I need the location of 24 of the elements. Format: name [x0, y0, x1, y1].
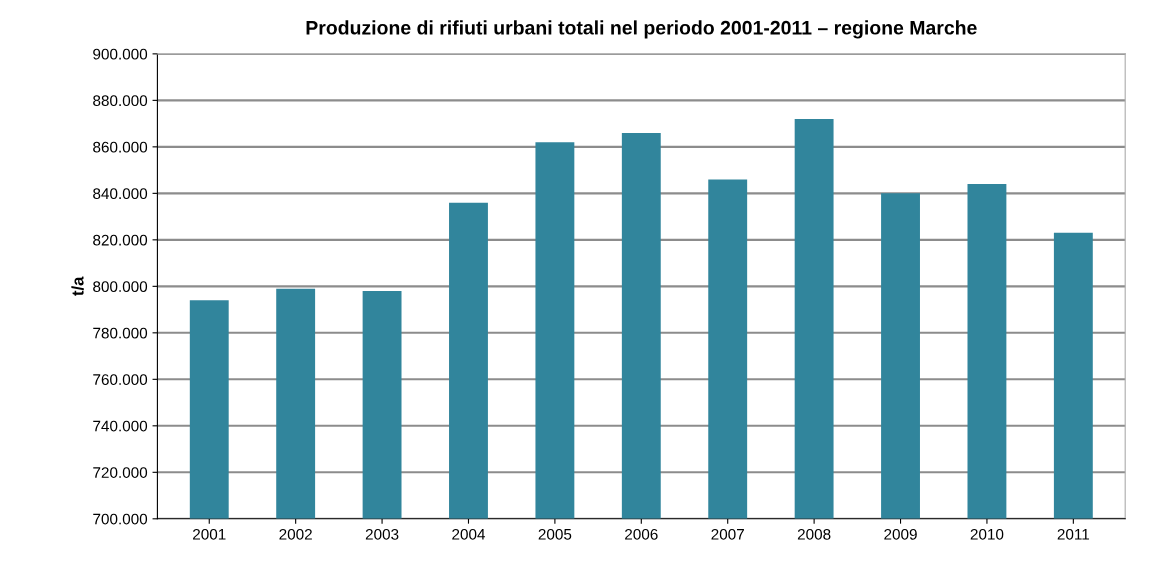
x-tick-label: 2004	[452, 528, 486, 540]
x-tick-label: 2010	[970, 528, 1004, 540]
y-tick-label: 780.000	[93, 327, 148, 339]
y-tick-label: 900.000	[93, 48, 148, 60]
x-tick-label: 2003	[365, 528, 399, 540]
y-tick-label: 740.000	[93, 420, 148, 432]
y-axis-title: t/a	[71, 276, 84, 296]
x-tick-label: 2005	[538, 528, 572, 540]
y-tick-label: 840.000	[93, 188, 148, 200]
y-tick-label: 720.000	[93, 467, 148, 478]
x-tick-label: 2009	[884, 528, 917, 540]
y-tick-label: 700.000	[93, 513, 148, 525]
x-tick-label: 2008	[797, 528, 831, 540]
y-tick-label: 860.000	[93, 141, 148, 153]
y-tick-label: 820.000	[93, 234, 148, 246]
x-tick-label: 2001	[193, 528, 226, 540]
x-tick-label: 2007	[711, 528, 744, 540]
chart-title: Produzione di rifiuti urbani totali nel periodo 2001-2011 – regione Marche	[306, 20, 977, 39]
x-tick-label: 2006	[625, 528, 658, 540]
x-tick-label: 2002	[279, 528, 312, 540]
y-tick-label: 760.000	[93, 374, 148, 386]
y-tick-label: 880.000	[93, 95, 148, 107]
x-tick-label: 2011	[1057, 528, 1090, 540]
y-tick-label: 800.000	[93, 281, 148, 293]
